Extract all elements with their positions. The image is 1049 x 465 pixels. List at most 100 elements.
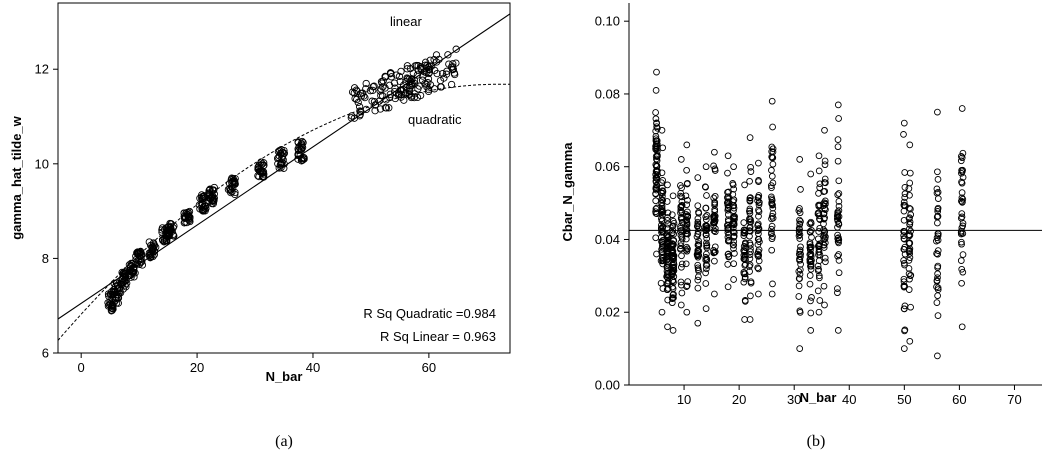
panel-b-point bbox=[694, 261, 702, 269]
panel-b-point bbox=[957, 153, 965, 160]
panel-b-point bbox=[820, 226, 827, 234]
panel-b-point bbox=[702, 163, 710, 171]
panel-b-point bbox=[814, 287, 822, 295]
panel-b-point bbox=[821, 201, 829, 208]
panel-b-point bbox=[668, 299, 676, 307]
panel-a-x-axis-label: N_bar bbox=[266, 369, 303, 384]
panel-b-point bbox=[934, 188, 942, 196]
panel-b-point bbox=[747, 163, 754, 171]
panel-b-point bbox=[653, 137, 660, 144]
panel-b-point bbox=[669, 266, 677, 274]
panel-a-point bbox=[406, 82, 414, 90]
panel-b-point bbox=[678, 252, 685, 260]
panel-b-point bbox=[695, 240, 703, 247]
panel-b-point bbox=[664, 234, 671, 242]
panel-b-point bbox=[806, 280, 814, 288]
panel-b-point bbox=[746, 224, 753, 232]
panel-b-point bbox=[755, 226, 763, 234]
panel-b-point bbox=[797, 260, 804, 268]
panel-b-point bbox=[677, 182, 684, 189]
panel-b-point bbox=[747, 194, 754, 201]
panel-b-point bbox=[795, 268, 803, 275]
panel-a-point bbox=[113, 284, 122, 293]
panel-b-point bbox=[815, 201, 822, 209]
panel-b-point bbox=[652, 197, 660, 205]
panel-b-y-tick-label: 0.10 bbox=[595, 14, 620, 29]
panel-a-point bbox=[120, 276, 129, 284]
panel-b-point bbox=[821, 229, 828, 237]
panel-b-point bbox=[711, 290, 718, 298]
panel-a-caption: (a) bbox=[275, 433, 293, 450]
panel-b-point bbox=[724, 152, 732, 160]
panel-b-point bbox=[684, 212, 692, 220]
panel-b-point bbox=[820, 282, 828, 290]
panel-b-point bbox=[755, 265, 762, 273]
panel-a-point bbox=[184, 211, 192, 219]
panel-b: 10 20 30 40 50 60 70 0.00 0.02 0.04 0.06 0.08 0.10 N… bbox=[560, 3, 1042, 450]
panel-b-point bbox=[678, 193, 686, 201]
panel-b-point bbox=[806, 240, 814, 248]
panel-a-point bbox=[202, 202, 210, 210]
panel-a-point bbox=[381, 104, 390, 112]
panel-a-point bbox=[433, 69, 441, 78]
panel-b-point bbox=[658, 215, 665, 223]
panel-b-point bbox=[682, 192, 690, 200]
panel-b-point bbox=[933, 299, 941, 306]
panel-b-point bbox=[678, 216, 686, 223]
panel-b-point bbox=[710, 211, 718, 219]
panel-b-point bbox=[694, 253, 702, 261]
panel-b-point bbox=[682, 260, 690, 268]
panel-b-y-tick-label: 0.06 bbox=[595, 159, 620, 174]
panel-b-point bbox=[796, 156, 804, 163]
panel-b-point bbox=[730, 276, 737, 283]
panel-a-point bbox=[417, 65, 425, 73]
panel-a-point bbox=[167, 227, 175, 235]
panel-b-point bbox=[905, 225, 913, 233]
panel-b-point bbox=[906, 337, 914, 345]
panel-a-point bbox=[169, 230, 177, 239]
panel-b-point bbox=[768, 193, 775, 201]
panel-b-point bbox=[746, 261, 754, 269]
panel-b-point bbox=[768, 229, 775, 236]
panel-a-point bbox=[297, 139, 306, 148]
panel-b-point bbox=[815, 248, 823, 256]
panel-b-point bbox=[835, 177, 843, 185]
panel-b-point bbox=[664, 323, 671, 331]
panel-b-point bbox=[821, 161, 829, 169]
panel-b-point bbox=[652, 171, 660, 178]
panel-b-point bbox=[807, 265, 815, 273]
panel-b-point bbox=[710, 249, 718, 256]
panel-b-point bbox=[702, 213, 710, 221]
panel-a-point bbox=[297, 155, 306, 163]
panel-b-point bbox=[901, 190, 909, 198]
panel-a-y-tick-label: 6 bbox=[42, 346, 49, 361]
panel-b-point bbox=[958, 238, 965, 246]
panel-b-point bbox=[711, 217, 719, 224]
panel-b-point bbox=[769, 201, 776, 209]
panel-b-point bbox=[659, 285, 667, 292]
panel-b-point bbox=[901, 184, 909, 191]
panel-b-point bbox=[822, 258, 829, 266]
panel-a-point bbox=[438, 69, 447, 78]
panel-b-point bbox=[755, 212, 762, 220]
panel-b-point bbox=[768, 246, 776, 254]
panel-a-point bbox=[413, 71, 422, 79]
panel-b-point bbox=[834, 136, 842, 143]
panel-b-point bbox=[658, 184, 666, 192]
panel-b-point bbox=[795, 207, 803, 214]
panel-b-point bbox=[754, 197, 761, 205]
panel-a-point bbox=[257, 161, 265, 169]
panel-b-point bbox=[934, 250, 941, 258]
panel-a-point bbox=[421, 79, 429, 88]
panel-b-point bbox=[670, 267, 678, 275]
panel-b-point bbox=[703, 235, 711, 242]
panel-b-point bbox=[934, 176, 942, 183]
panel-b-point bbox=[900, 119, 908, 127]
panel-a-point bbox=[299, 138, 307, 147]
panel-b-point bbox=[820, 215, 828, 223]
panel-b-point bbox=[906, 191, 913, 199]
panel-a-point bbox=[257, 158, 265, 166]
panel-b-point bbox=[934, 264, 941, 271]
panel-b-point bbox=[729, 241, 737, 249]
